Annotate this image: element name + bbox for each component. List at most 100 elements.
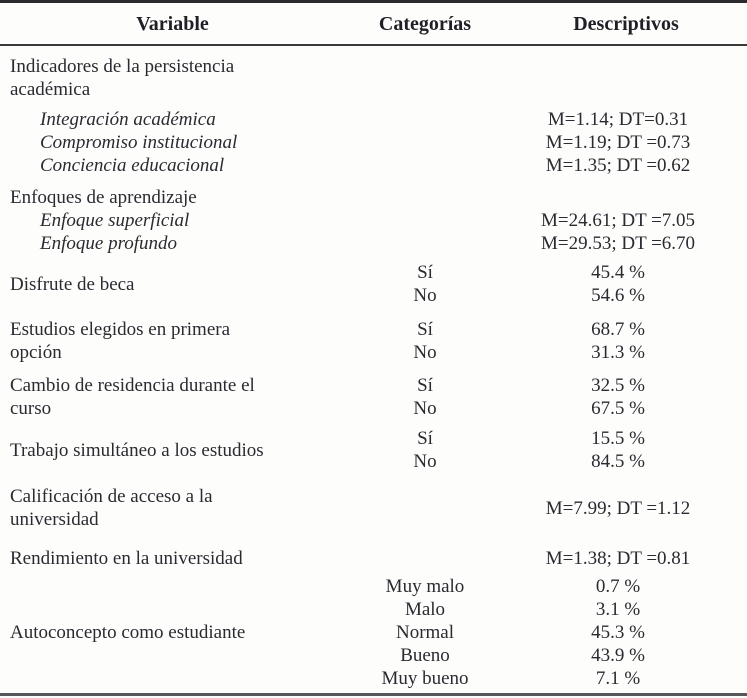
- descriptive-value: 45.3 %: [591, 622, 645, 643]
- variable-label: Indicadores de la persistencia: [10, 56, 235, 77]
- variable-label: Cambio de residencia durante el: [10, 375, 255, 396]
- category-cell: [345, 45, 505, 101]
- descriptive-value: M=1.35; DT =0.62: [545, 155, 691, 176]
- subvariable-label: Conciencia educacional: [40, 155, 225, 176]
- descriptive-value: 31.3 %: [591, 342, 645, 363]
- descriptive-cell: 45.4 % 54.6 %: [505, 255, 747, 307]
- category-cell: Sí No: [345, 307, 505, 364]
- category-cell: [345, 101, 505, 177]
- row-disfrute-beca: Disfrute de beca Sí No 45.4 % 54.6 %: [0, 255, 747, 307]
- descriptive-cell: 0.7 % 3.1 % 45.3 % 43.9 % 7.1 %: [505, 570, 747, 695]
- row-autoconcepto: Autoconcepto como estudiante Muy malo Ma…: [0, 570, 747, 695]
- descriptive-value: 67.5 %: [591, 398, 645, 419]
- category-cell: Muy malo Malo Normal Bueno Muy bueno: [345, 570, 505, 695]
- variable-cell: Enfoque superficial Enfoque profundo: [0, 209, 345, 255]
- category-cell: [345, 531, 505, 570]
- variable-label: académica: [10, 79, 91, 100]
- category-value: Muy bueno: [381, 668, 469, 689]
- variable-label: Disfrute de beca: [10, 273, 135, 295]
- row-enfoques-aprendizaje-title: Enfoques de aprendizaje: [0, 177, 747, 209]
- row-indicadores-persistencia-title: Indicadores de la persistencia académica: [0, 45, 747, 101]
- descriptive-cell: 32.5 % 67.5 %: [505, 364, 747, 420]
- descriptive-value: M=24.61; DT =7.05: [540, 210, 696, 231]
- category-value: No: [413, 451, 437, 472]
- variable-cell: Integración académica Compromiso institu…: [0, 101, 345, 177]
- descriptive-cell: M=24.61; DT =7.05 M=29.53; DT =6.70: [505, 209, 747, 255]
- descriptive-cell: M=7.99; DT =1.12: [505, 473, 747, 531]
- col-header-descriptivos: Descriptivos: [505, 1, 747, 46]
- category-value: No: [413, 342, 437, 363]
- descriptive-value: 0.7 %: [595, 576, 641, 597]
- descriptive-value: 3.1 %: [595, 599, 641, 620]
- category-value: Sí: [417, 319, 433, 340]
- descriptive-value: M=7.99; DT =1.12: [545, 497, 691, 519]
- category-cell: Sí No: [345, 420, 505, 473]
- variable-label: opción: [10, 342, 62, 363]
- descriptive-value: 15.5 %: [591, 428, 645, 449]
- category-value: Bueno: [400, 645, 450, 666]
- variable-cell: Estudios elegidos en primera opción: [0, 307, 345, 364]
- variable-label: Enfoques de aprendizaje: [10, 187, 197, 208]
- variable-cell: Disfrute de beca: [0, 255, 345, 307]
- row-indicadores-persistencia-items: Integración académica Compromiso institu…: [0, 101, 747, 177]
- descriptive-cell: [505, 45, 747, 101]
- descriptive-value: 45.4 %: [591, 262, 645, 283]
- category-value: Muy malo: [385, 576, 465, 597]
- category-cell: [345, 177, 505, 209]
- descriptive-value: 43.9 %: [591, 645, 645, 666]
- header-row: Variable Categorías Descriptivos: [0, 1, 747, 46]
- descriptive-value: 7.1 %: [595, 668, 641, 689]
- variable-label: Autoconcepto como estudiante: [10, 622, 246, 643]
- variable-cell: Autoconcepto como estudiante: [0, 570, 345, 695]
- variable-label: curso: [10, 398, 52, 419]
- descriptive-cell: M=1.14; DT=0.31 M=1.19; DT =0.73 M=1.35;…: [505, 101, 747, 177]
- descriptive-value: 32.5 %: [591, 375, 645, 396]
- category-value: Sí: [417, 375, 433, 396]
- row-calificacion-acceso: Calificación de acceso a la universidad …: [0, 473, 747, 531]
- variable-label: Calificación de acceso a la: [10, 486, 213, 507]
- category-value: No: [413, 285, 437, 306]
- subvariable-label: Integración académica: [40, 109, 216, 130]
- row-cambio-residencia: Cambio de residencia durante el curso Sí…: [0, 364, 747, 420]
- row-enfoques-aprendizaje-items: Enfoque superficial Enfoque profundo M=2…: [0, 209, 747, 255]
- descriptive-value: 54.6 %: [591, 285, 645, 306]
- variable-cell: Trabajo simultáneo a los estudios: [0, 420, 345, 473]
- variable-label: Rendimiento en la universidad: [10, 548, 243, 569]
- row-rendimiento-universidad: Rendimiento en la universidad M=1.38; DT…: [0, 531, 747, 570]
- descriptive-cell: [505, 177, 747, 209]
- descriptive-cell: 15.5 % 84.5 %: [505, 420, 747, 473]
- category-cell: Sí No: [345, 255, 505, 307]
- category-cell: [345, 209, 505, 255]
- category-value: Sí: [417, 428, 433, 449]
- variable-cell: Cambio de residencia durante el curso: [0, 364, 345, 420]
- descriptive-value: M=1.38; DT =0.81: [545, 548, 691, 569]
- descriptive-value: M=29.53; DT =6.70: [540, 233, 696, 254]
- variable-label: Estudios elegidos en primera: [10, 319, 231, 340]
- category-cell: Sí No: [345, 364, 505, 420]
- table-header: Variable Categorías Descriptivos: [0, 1, 747, 46]
- descriptive-value: M=1.14; DT=0.31: [547, 109, 689, 130]
- variable-label: Trabajo simultáneo a los estudios: [10, 439, 264, 461]
- subvariable-label: Enfoque profundo: [40, 233, 178, 254]
- variable-cell: Calificación de acceso a la universidad: [0, 473, 345, 531]
- category-value: Sí: [417, 262, 433, 283]
- variable-cell: Indicadores de la persistencia académica: [0, 45, 345, 101]
- variable-cell: Rendimiento en la universidad: [0, 531, 345, 570]
- category-value: No: [413, 398, 437, 419]
- descriptive-value: 68.7 %: [591, 319, 645, 340]
- descriptive-value: M=1.19; DT =0.73: [545, 132, 691, 153]
- descriptive-cell: M=1.38; DT =0.81: [505, 531, 747, 570]
- category-value: Normal: [395, 622, 455, 643]
- descriptive-value: 84.5 %: [591, 451, 645, 472]
- col-header-categorias: Categorías: [345, 1, 505, 46]
- subvariable-label: Compromiso institucional: [40, 132, 238, 153]
- col-header-variable: Variable: [0, 1, 345, 46]
- row-estudios-primera-opcion: Estudios elegidos en primera opción Sí N…: [0, 307, 747, 364]
- table-body: Indicadores de la persistencia académica…: [0, 45, 747, 695]
- row-trabajo-simultaneo: Trabajo simultáneo a los estudios Sí No …: [0, 420, 747, 473]
- category-value: Malo: [404, 599, 446, 620]
- variable-cell: Enfoques de aprendizaje: [0, 177, 345, 209]
- variable-label: universidad: [10, 509, 99, 530]
